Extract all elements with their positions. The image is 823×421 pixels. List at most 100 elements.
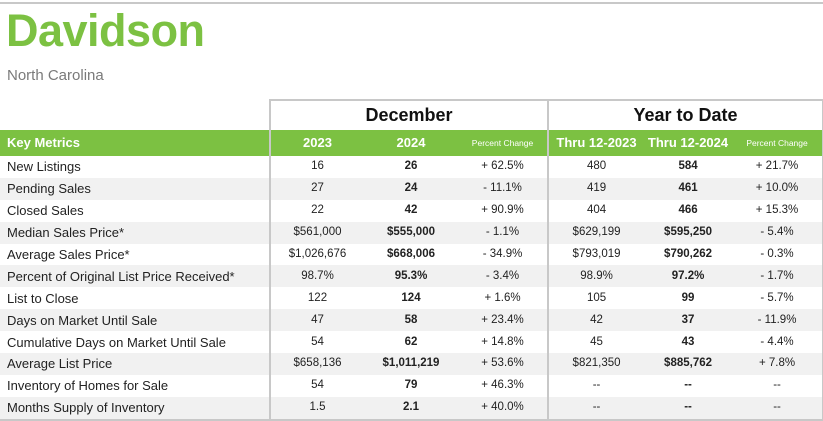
month-percent-change: + 53.6% xyxy=(458,353,550,375)
column-header-month-2023: 2023 xyxy=(269,130,364,156)
month-percent-change: + 14.8% xyxy=(458,331,550,354)
table-row: Percent of Original List Price Received*… xyxy=(0,265,823,288)
month-2024-value: $668,006 xyxy=(364,243,458,266)
ytd-2023-value: $821,350 xyxy=(547,353,645,375)
ytd-2023-value: 42 xyxy=(547,309,645,332)
month-2023-value: 47 xyxy=(269,309,364,332)
ytd-percent-change: + 7.8% xyxy=(732,353,823,375)
ytd-2024-value: 461 xyxy=(644,177,733,200)
column-header-ytd-2023: Thru 12-2023 xyxy=(547,130,645,156)
ytd-percent-change: + 10.0% xyxy=(732,177,823,200)
page-subtitle: North Carolina xyxy=(7,67,104,84)
month-2024-value: 62 xyxy=(364,331,458,354)
month-2024-value: $555,000 xyxy=(364,221,458,244)
table-row: New Listings 16 26 + 62.5% 480 584 + 21.7% xyxy=(0,156,823,178)
column-header-ytd-pct: Percent Change xyxy=(732,130,823,156)
group-header-row: December Year to Date xyxy=(0,99,823,130)
ytd-percent-change: - 5.7% xyxy=(732,287,823,310)
ytd-2023-value: 98.9% xyxy=(547,265,645,288)
month-2023-value: $561,000 xyxy=(269,221,364,244)
month-2024-value: 2.1 xyxy=(364,396,458,421)
ytd-2024-value: $595,250 xyxy=(644,221,733,244)
table-row: List to Close 122 124 + 1.6% 105 99- 5.7% xyxy=(0,287,823,310)
month-2024-value: 95.3% xyxy=(364,265,458,288)
ytd-2024-value: 97.2% xyxy=(644,265,733,288)
metric-label: Closed Sales xyxy=(0,199,270,222)
ytd-percent-change: - 11.9% xyxy=(732,309,823,332)
ytd-percent-change: - 0.3% xyxy=(732,243,823,266)
month-2023-value: 1.5 xyxy=(269,396,364,421)
metric-label: Percent of Original List Price Received* xyxy=(0,265,270,288)
metric-label: Cumulative Days on Market Until Sale xyxy=(0,331,270,354)
month-percent-change: + 23.4% xyxy=(458,309,550,332)
ytd-percent-change: - 1.7% xyxy=(732,265,823,288)
table-row: Inventory of Homes for Sale 54 79 + 46.3% --… xyxy=(0,374,823,397)
table-row: Closed Sales 22 42 + 90.9% 404 466 + 15.3% xyxy=(0,199,823,222)
month-2024-value: 24 xyxy=(364,177,458,200)
metric-label: Pending Sales xyxy=(0,177,270,200)
month-percent-change: + 1.6% xyxy=(458,287,550,310)
month-2024-value: 42 xyxy=(364,199,458,222)
ytd-2024-value: 584 xyxy=(644,156,733,178)
month-2023-value: $1,026,676 xyxy=(269,243,364,266)
month-percent-change: + 62.5% xyxy=(458,156,550,178)
metric-label: Median Sales Price* xyxy=(0,221,270,244)
month-percent-change: - 11.1% xyxy=(458,177,550,200)
ytd-percent-change: - 4.4% xyxy=(732,331,823,354)
month-2023-value: 22 xyxy=(269,199,364,222)
metric-label: List to Close xyxy=(0,287,270,310)
ytd-percent-change: - 5.4% xyxy=(732,221,823,244)
month-2023-value: 54 xyxy=(269,331,364,354)
key-metrics-table: December Year to Date Key Metrics 2023 2… xyxy=(0,99,823,421)
month-percent-change: + 90.9% xyxy=(458,199,550,222)
ytd-2023-value: 105 xyxy=(547,287,645,310)
month-2023-value: 122 xyxy=(269,287,364,310)
group-header-month: December xyxy=(268,99,550,130)
month-2023-value: $658,136 xyxy=(269,353,364,375)
column-header-row: Key Metrics 2023 2024 Percent Change Thr… xyxy=(0,130,823,156)
ytd-2024-value: -- xyxy=(644,374,733,397)
month-2024-value: 79 xyxy=(364,374,458,397)
ytd-2024-value: 43 xyxy=(644,331,733,354)
month-2023-value: 27 xyxy=(269,177,364,200)
group-header-spacer xyxy=(0,100,270,130)
page-title: Davidson xyxy=(6,5,205,56)
table-row: Cumulative Days on Market Until Sale 54 62… xyxy=(0,331,823,354)
month-percent-change: - 1.1% xyxy=(458,221,550,244)
table-row: Average Sales Price* $1,026,676 $668,006- … xyxy=(0,243,823,266)
ytd-2023-value: $793,019 xyxy=(547,243,645,266)
month-percent-change: + 40.0% xyxy=(458,396,550,421)
ytd-2023-value: 419 xyxy=(547,177,645,200)
metric-label: Average Sales Price* xyxy=(0,243,270,266)
ytd-2023-value: 404 xyxy=(547,199,645,222)
ytd-percent-change: + 15.3% xyxy=(732,199,823,222)
month-percent-change: + 46.3% xyxy=(458,374,550,397)
ytd-2023-value: -- xyxy=(547,374,645,397)
month-2024-value: 26 xyxy=(364,156,458,178)
table-row: Pending Sales 27 24- 11.1% 419 461 + 10.0% xyxy=(0,177,823,200)
ytd-2023-value: -- xyxy=(547,396,645,421)
table-row: Median Sales Price* $561,000 $555,000- 1.1… xyxy=(0,221,823,244)
column-header-month-2024: 2024 xyxy=(364,130,458,156)
table-row: Months Supply of Inventory 1.5 2.1 + 40.0% -… xyxy=(0,396,823,421)
ytd-percent-change: -- xyxy=(732,374,823,397)
column-header-ytd-2024: Thru 12-2024 xyxy=(644,130,733,156)
month-percent-change: - 34.9% xyxy=(458,243,550,266)
table-row: Average List Price $658,136 $1,011,219 + 53… xyxy=(0,353,823,375)
ytd-2024-value: $885,762 xyxy=(644,353,733,375)
ytd-2024-value: -- xyxy=(644,396,733,421)
ytd-percent-change: + 21.7% xyxy=(732,156,823,178)
ytd-2024-value: 99 xyxy=(644,287,733,310)
metric-label: Days on Market Until Sale xyxy=(0,309,270,332)
month-2023-value: 54 xyxy=(269,374,364,397)
month-2023-value: 98.7% xyxy=(269,265,364,288)
column-header-metric: Key Metrics xyxy=(0,130,270,156)
column-header-month-pct: Percent Change xyxy=(458,130,550,156)
metric-label: Inventory of Homes for Sale xyxy=(0,374,270,397)
ytd-2024-value: 466 xyxy=(644,199,733,222)
month-2024-value: 124 xyxy=(364,287,458,310)
ytd-percent-change: -- xyxy=(732,396,823,421)
month-2023-value: 16 xyxy=(269,156,364,178)
metric-label: New Listings xyxy=(0,156,270,178)
month-2024-value: 58 xyxy=(364,309,458,332)
